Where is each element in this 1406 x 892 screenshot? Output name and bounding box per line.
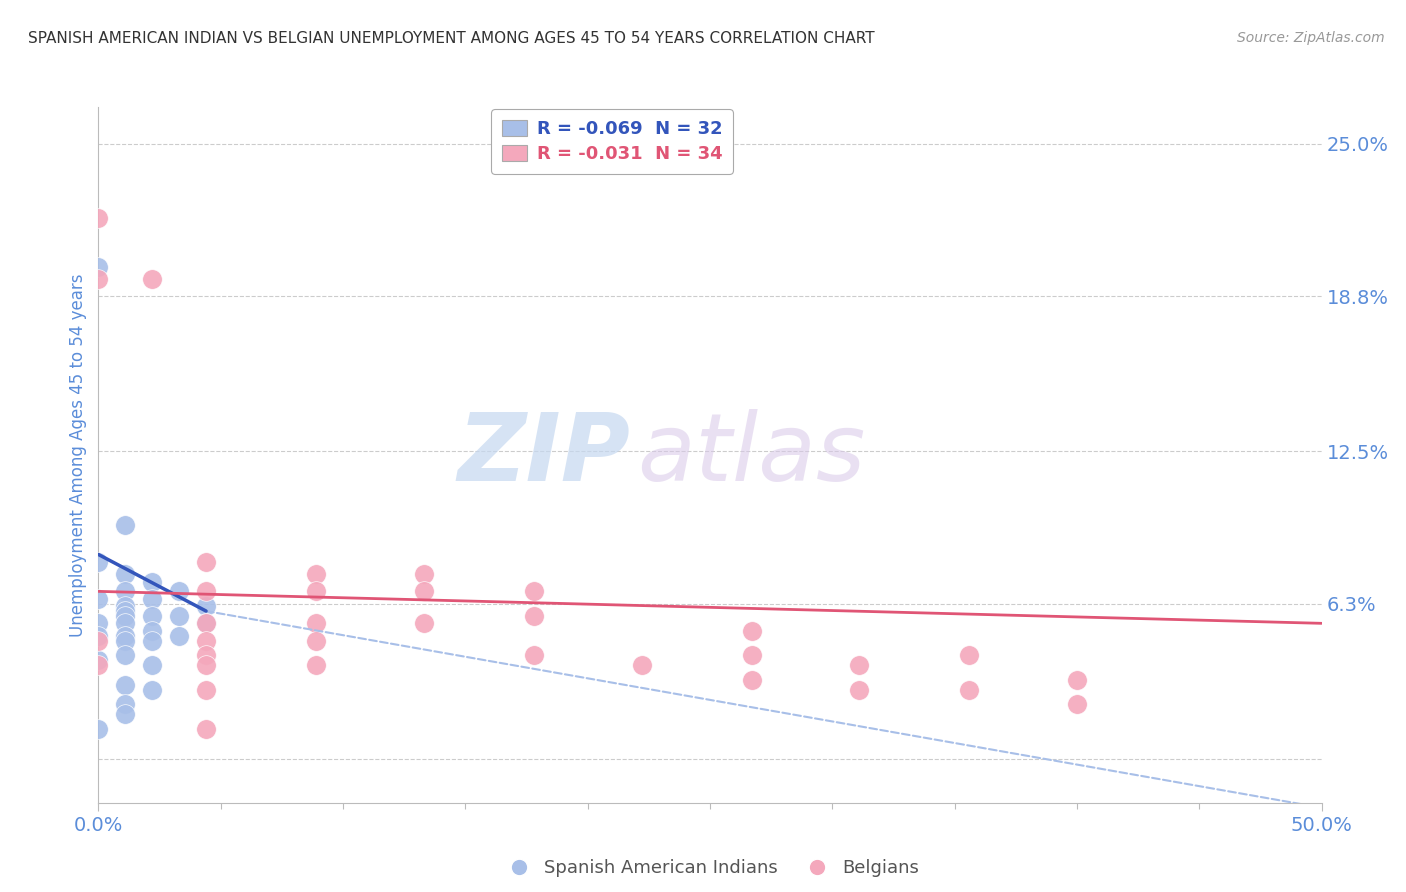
Point [957,648,980,663]
Point [195,584,218,599]
Point [114,609,136,624]
Point [1066,673,1088,687]
Point [412,567,434,582]
Point [305,658,328,673]
Point [305,567,328,582]
Point [87,260,110,274]
Point [167,629,190,643]
Point [195,633,218,648]
Point [741,673,763,687]
Legend: Spanish American Indians, Belgians: Spanish American Indians, Belgians [494,852,927,884]
Point [195,555,218,569]
Point [412,584,434,599]
Point [141,624,163,638]
Point [305,616,328,631]
Point [305,584,328,599]
Point [87,633,110,648]
Point [114,633,136,648]
Point [167,609,190,624]
Point [412,616,434,631]
Point [141,633,163,648]
Point [114,604,136,618]
Point [195,648,218,663]
Point [1066,698,1088,712]
Point [141,658,163,673]
Point [523,609,546,624]
Point [305,633,328,648]
Point [114,567,136,582]
Point [114,707,136,722]
Text: SPANISH AMERICAN INDIAN VS BELGIAN UNEMPLOYMENT AMONG AGES 45 TO 54 YEARS CORREL: SPANISH AMERICAN INDIAN VS BELGIAN UNEMP… [28,31,875,46]
Point [523,648,546,663]
Y-axis label: Unemployment Among Ages 45 to 54 years: Unemployment Among Ages 45 to 54 years [69,273,87,637]
Point [114,518,136,533]
Point [195,722,218,736]
Point [141,272,163,286]
Point [141,574,163,589]
Point [195,616,218,631]
Point [87,722,110,736]
Point [195,616,218,631]
Point [741,648,763,663]
Point [114,599,136,614]
Point [523,584,546,599]
Point [87,272,110,286]
Point [195,682,218,697]
Point [87,653,110,667]
Point [87,658,110,673]
Point [167,584,190,599]
Point [848,658,870,673]
Point [114,678,136,692]
Point [957,682,980,697]
Point [87,591,110,606]
Point [141,682,163,697]
Text: Source: ZipAtlas.com: Source: ZipAtlas.com [1237,31,1385,45]
Point [114,648,136,663]
Point [87,555,110,569]
Text: ZIP: ZIP [457,409,630,501]
Point [195,658,218,673]
Point [114,616,136,631]
Point [848,682,870,697]
Point [141,609,163,624]
Point [114,698,136,712]
Point [114,584,136,599]
Point [87,211,110,225]
Point [630,658,652,673]
Point [741,624,763,638]
Point [195,599,218,614]
Point [141,591,163,606]
Point [87,629,110,643]
Point [114,629,136,643]
Text: atlas: atlas [637,409,865,500]
Point [87,616,110,631]
